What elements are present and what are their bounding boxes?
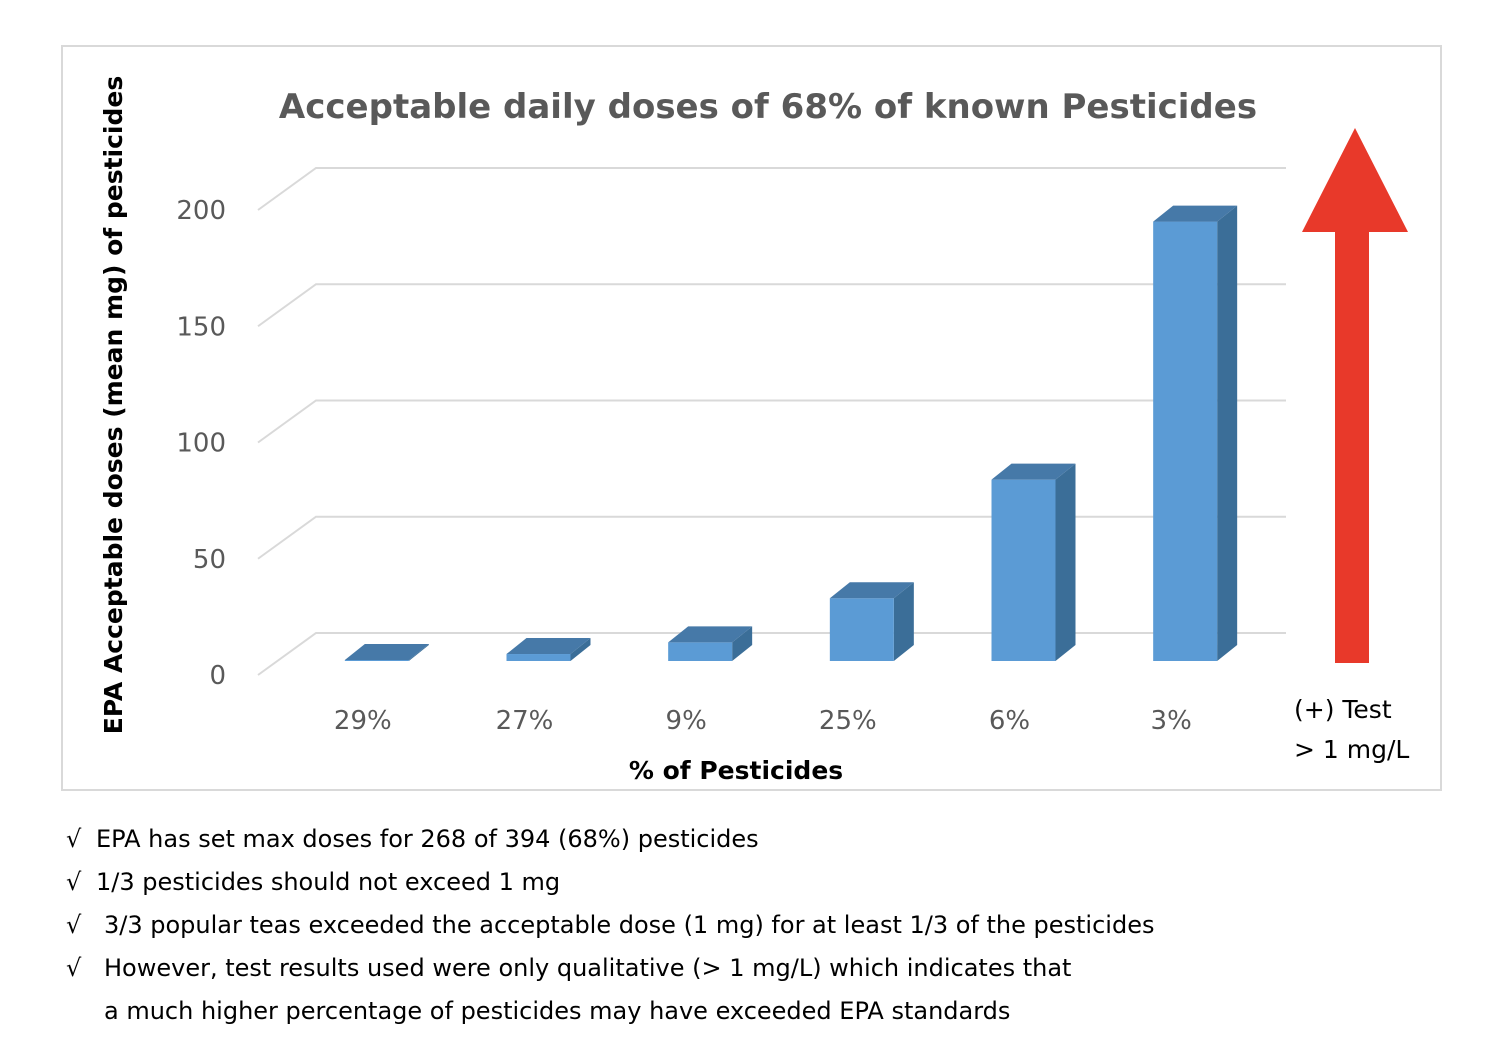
x-tick-labels: 29% 27% 9% 25% 6% 3% [334, 706, 1192, 736]
bar [668, 626, 753, 661]
y-tick-label: 0 [209, 661, 226, 691]
x-tick-label: 29% [334, 706, 392, 736]
x-tick-label: 25% [819, 706, 877, 736]
gridline [257, 283, 1286, 328]
bar-top [668, 626, 753, 643]
arrow-annotation-line1: (+) Test [1294, 695, 1392, 724]
bar [344, 644, 429, 661]
bar-top [991, 463, 1076, 480]
y-tick-labels: 0 50 100 150 200 [176, 196, 226, 691]
note-item: √ 1/3 pesticides should not exceed 1 mg [66, 861, 1466, 904]
x-tick-label: 3% [1151, 706, 1192, 736]
check-icon: √ [66, 954, 82, 982]
bar-top [1153, 205, 1238, 222]
bar-side [893, 582, 914, 661]
x-tick-label: 27% [496, 706, 554, 736]
gridline [257, 167, 1286, 211]
check-icon: √ [66, 825, 82, 853]
bar [829, 582, 914, 661]
bar-top [506, 638, 591, 655]
y-tick-label: 200 [176, 196, 226, 226]
bar-side [570, 638, 591, 661]
note-item: √ 3/3 popular teas exceeded the acceptabl… [66, 904, 1466, 947]
note-item: √ EPA has set max doses for 268 of 394 (6… [66, 818, 1466, 861]
check-icon: √ [66, 868, 82, 896]
bar-front [344, 660, 409, 661]
note-text: 3/3 popular teas exceeded the acceptable… [104, 911, 1155, 939]
y-tick-label: 50 [193, 545, 226, 575]
note-text: 1/3 pesticides should not exceed 1 mg [96, 868, 561, 896]
note-item-continuation: a much higher percentage of pesticides m… [66, 990, 1466, 1033]
notes-list: √ EPA has set max doses for 268 of 394 (6… [66, 818, 1466, 1033]
note-text: EPA has set max doses for 268 of 394 (68… [96, 825, 759, 853]
bar-front [668, 642, 733, 661]
red-up-arrow-icon [1302, 128, 1408, 663]
chart-title: Acceptable daily doses of 68% of known P… [279, 87, 1257, 127]
bars [344, 205, 1238, 661]
x-tick-label: 9% [666, 706, 707, 736]
bar [991, 463, 1076, 661]
gridline [257, 632, 1286, 676]
gridlines [257, 167, 1286, 676]
bar-side [408, 644, 429, 661]
note-text: a much higher percentage of pesticides m… [104, 997, 1011, 1025]
note-item: √ However, test results used were only qu… [66, 947, 1466, 990]
bar-front [991, 479, 1056, 661]
bar [506, 638, 591, 661]
bar-top [829, 582, 914, 599]
bar-front [829, 598, 894, 661]
bar-top [344, 644, 429, 660]
bar-side [1055, 463, 1076, 661]
y-tick-label: 100 [176, 429, 226, 459]
bar-side [1217, 205, 1238, 661]
bar-front [1153, 221, 1218, 661]
test-arrow [1302, 128, 1408, 663]
note-text: However, test results used were only qua… [104, 954, 1072, 982]
y-tick-label: 150 [176, 312, 226, 342]
check-icon: √ [66, 911, 82, 939]
y-axis-title: EPA Acceptable doses (mean mg) of pestic… [99, 76, 128, 734]
bar-front [506, 654, 571, 661]
gridline [257, 399, 1286, 444]
gridline [257, 515, 1286, 560]
bar [1153, 205, 1238, 661]
bar-side [732, 626, 753, 661]
x-tick-label: 6% [989, 706, 1030, 736]
x-axis-title: % of Pesticides [629, 756, 843, 785]
arrow-annotation-line2: > 1 mg/L [1294, 735, 1409, 764]
